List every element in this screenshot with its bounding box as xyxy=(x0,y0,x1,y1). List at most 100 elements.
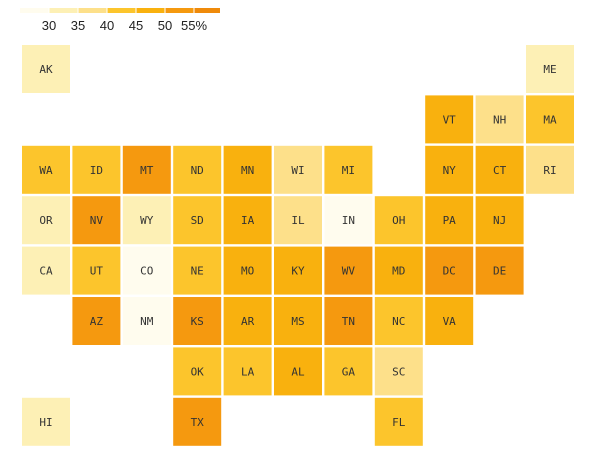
state-tile xyxy=(324,347,373,396)
state-tile xyxy=(72,145,121,194)
state-tile xyxy=(22,246,70,295)
state-tile xyxy=(223,297,272,345)
state-tile xyxy=(425,246,474,295)
state-label: NE xyxy=(191,265,204,278)
state-tile xyxy=(475,95,524,144)
state-label: DC xyxy=(443,265,456,278)
state-tile xyxy=(274,196,322,245)
legend-swatch xyxy=(107,8,136,13)
legend-swatch xyxy=(49,8,78,13)
state-label: PA xyxy=(443,214,457,227)
state-label: KY xyxy=(291,265,305,278)
state-tile xyxy=(425,95,474,144)
state-tile xyxy=(173,145,222,194)
state-label: MS xyxy=(291,315,304,328)
state-tile xyxy=(475,145,524,194)
state-tile xyxy=(223,246,272,295)
state-label: MT xyxy=(140,164,154,177)
state-label: NY xyxy=(443,164,457,177)
state-tile xyxy=(72,196,121,245)
legend-tick-label: 40 xyxy=(100,18,114,33)
state-label: MA xyxy=(543,113,557,126)
legend-tick-label: 45 xyxy=(129,18,143,33)
legend-swatch xyxy=(194,8,220,13)
state-tile xyxy=(122,196,171,245)
state-tile xyxy=(475,246,524,295)
state-label: HI xyxy=(39,416,52,429)
state-tile xyxy=(274,297,322,345)
state-tile xyxy=(425,196,474,245)
state-tile xyxy=(173,297,222,345)
state-tile xyxy=(122,297,171,345)
state-label: TN xyxy=(342,315,355,328)
state-tile xyxy=(374,347,423,396)
state-label: OR xyxy=(39,214,53,227)
state-tile xyxy=(223,347,272,396)
state-label: IN xyxy=(342,214,355,227)
legend-tick-label: 35 xyxy=(71,18,85,33)
state-label: WY xyxy=(140,214,154,227)
state-label: ND xyxy=(191,164,204,177)
state-tile xyxy=(22,145,70,194)
state-label: VT xyxy=(443,113,457,126)
state-tile xyxy=(526,45,574,93)
state-label: GA xyxy=(342,365,356,378)
legend-tick-label: 50 xyxy=(158,18,172,33)
state-label: WI xyxy=(291,164,304,177)
state-tile xyxy=(223,145,272,194)
legend-swatch xyxy=(165,8,194,13)
state-label: SD xyxy=(191,214,204,227)
state-label: DE xyxy=(493,265,506,278)
state-tile xyxy=(22,397,70,446)
state-label: CT xyxy=(493,164,507,177)
state-label: UT xyxy=(90,265,104,278)
state-tile xyxy=(173,196,222,245)
state-tile xyxy=(72,297,121,345)
state-label: MN xyxy=(241,164,254,177)
state-tile xyxy=(425,145,474,194)
state-tile xyxy=(274,145,322,194)
state-tile xyxy=(22,45,70,93)
state-tile xyxy=(274,246,322,295)
state-label: LA xyxy=(241,365,255,378)
state-tile xyxy=(374,246,423,295)
state-label: ME xyxy=(543,63,556,76)
state-label: SC xyxy=(392,365,405,378)
state-tile xyxy=(122,145,171,194)
state-label: MI xyxy=(342,164,355,177)
state-label: NJ xyxy=(493,214,506,227)
state-label: CA xyxy=(39,265,53,278)
state-label: AR xyxy=(241,315,255,328)
state-label: CO xyxy=(140,265,153,278)
state-tile xyxy=(173,347,222,396)
state-label: WA xyxy=(39,164,53,177)
state-tile xyxy=(374,297,423,345)
state-tile xyxy=(173,397,222,446)
legend-swatch xyxy=(20,8,49,13)
legend-tick-label: 30 xyxy=(42,18,56,33)
state-tile xyxy=(425,297,474,345)
state-label: AL xyxy=(291,365,305,378)
state-label: KS xyxy=(191,315,204,328)
state-label: NC xyxy=(392,315,405,328)
state-tile xyxy=(374,196,423,245)
state-label: OH xyxy=(392,214,405,227)
state-label: IL xyxy=(291,214,305,227)
state-tile xyxy=(526,145,574,194)
legend-tick-label: 55% xyxy=(181,18,207,33)
state-label: RI xyxy=(543,164,556,177)
state-label: NV xyxy=(90,214,104,227)
state-label: VA xyxy=(443,315,457,328)
state-label: TX xyxy=(191,416,205,429)
state-label: ID xyxy=(90,164,103,177)
state-label: AK xyxy=(39,63,53,76)
state-tile xyxy=(274,347,322,396)
legend-swatch xyxy=(78,8,107,13)
state-tile xyxy=(475,196,524,245)
state-label: WV xyxy=(342,265,356,278)
state-label: OK xyxy=(191,365,205,378)
state-label: NM xyxy=(140,315,154,328)
state-tile xyxy=(374,397,423,446)
state-tile xyxy=(324,246,373,295)
